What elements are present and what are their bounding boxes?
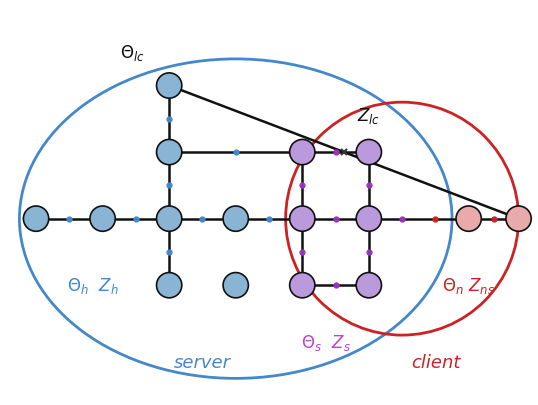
Text: $\Theta_n\ Z_{ns}$: $\Theta_n\ Z_{ns}$ (442, 275, 495, 296)
Text: $\Theta_h\ \ Z_h$: $\Theta_h\ \ Z_h$ (67, 275, 118, 296)
Circle shape (356, 207, 381, 232)
Text: $Z_{lc}$: $Z_{lc}$ (357, 106, 380, 126)
Text: server: server (174, 353, 231, 371)
Circle shape (456, 207, 482, 232)
Text: $\Theta_s\ \ Z_s$: $\Theta_s\ \ Z_s$ (301, 332, 350, 352)
Circle shape (289, 207, 315, 232)
Circle shape (223, 273, 249, 298)
Text: $\Theta_{lc}$: $\Theta_{lc}$ (120, 43, 145, 63)
Circle shape (289, 273, 315, 298)
Circle shape (157, 140, 182, 165)
Circle shape (157, 207, 182, 232)
Text: client: client (410, 353, 460, 371)
Circle shape (223, 207, 249, 232)
Circle shape (157, 273, 182, 298)
Circle shape (356, 140, 381, 165)
Circle shape (356, 273, 381, 298)
Circle shape (289, 140, 315, 165)
Circle shape (90, 207, 115, 232)
Circle shape (24, 207, 49, 232)
Circle shape (506, 207, 531, 232)
Circle shape (157, 74, 182, 99)
